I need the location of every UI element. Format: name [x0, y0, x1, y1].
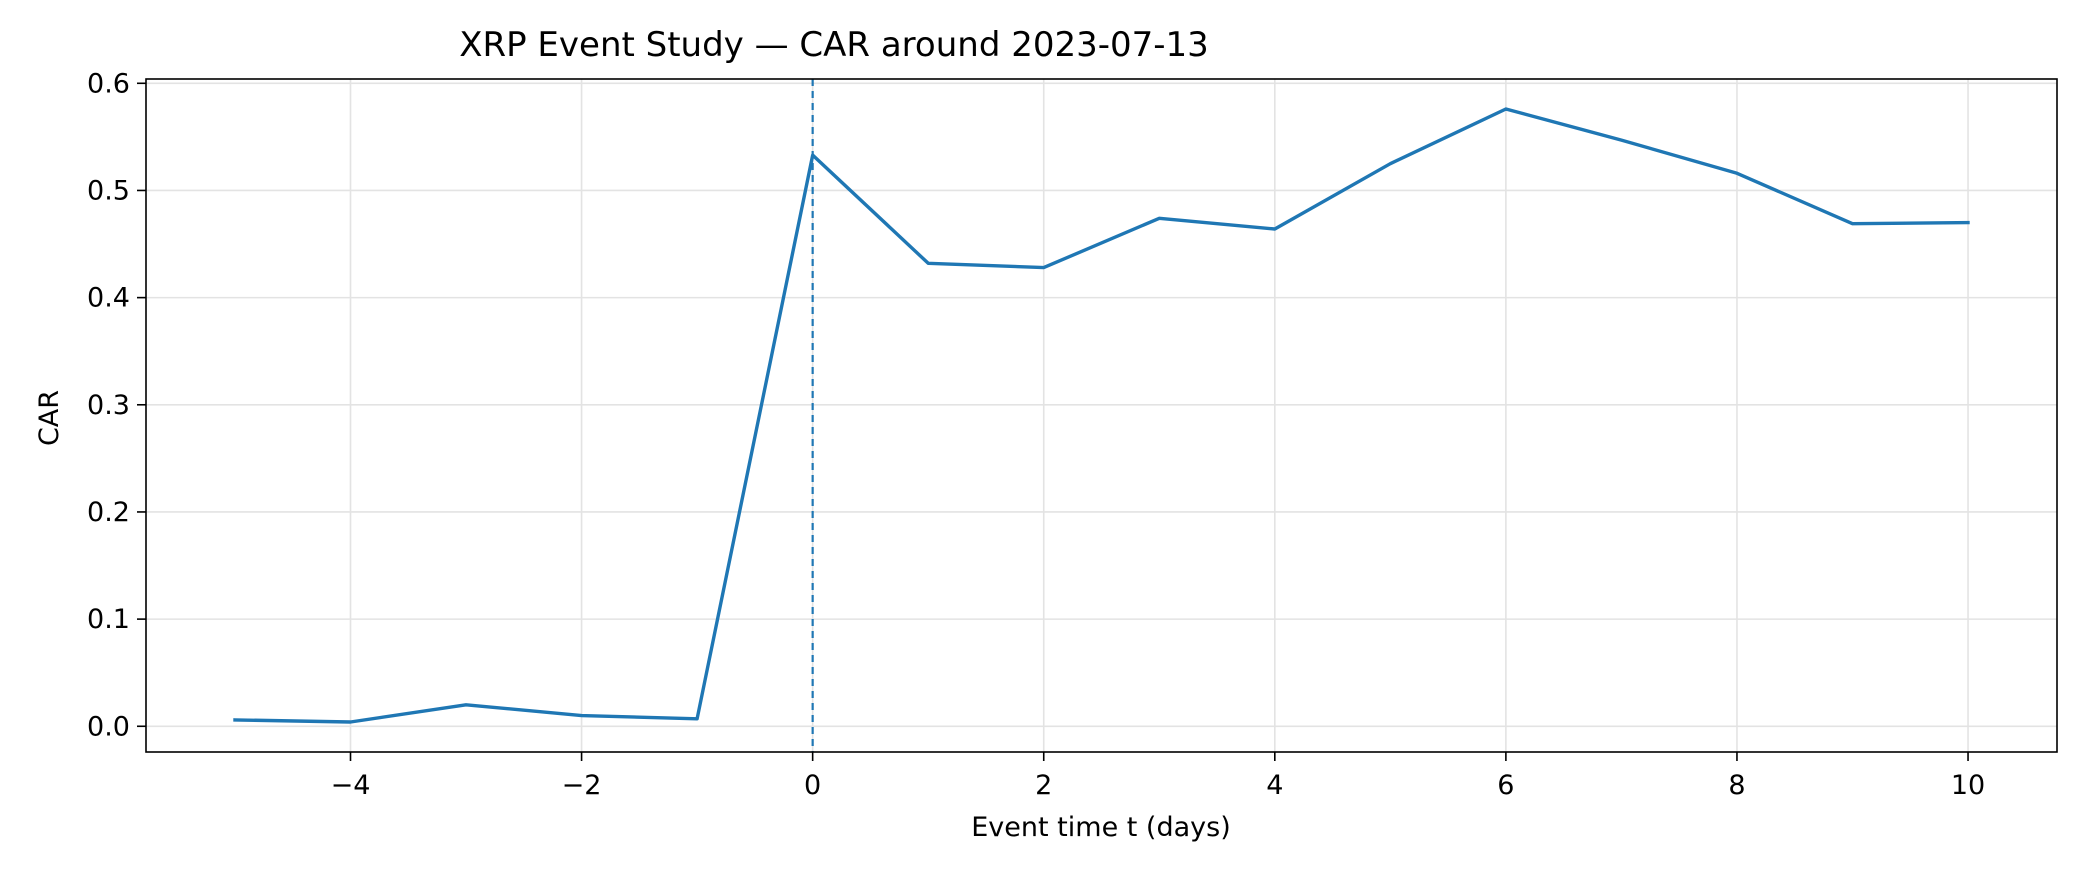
- x-tick-label: −4: [331, 770, 371, 801]
- y-tick-label: 0.6: [87, 68, 130, 99]
- x-tick-label: 10: [1951, 770, 1985, 801]
- y-tick-label: 0.5: [87, 175, 130, 206]
- car-series-line: [233, 107, 1970, 724]
- y-tick-label: 0.3: [87, 390, 130, 421]
- x-axis-label: Event time t (days): [971, 812, 1230, 843]
- chart-title: XRP Event Study — CAR around 2023-07-13: [459, 25, 1209, 65]
- y-tick-label: 0.2: [87, 497, 130, 528]
- x-tick-label: −2: [562, 770, 602, 801]
- x-tick-label: 2: [1035, 770, 1052, 801]
- y-tick-label: 0.1: [87, 604, 130, 635]
- y-tick-label: 0.4: [87, 283, 130, 314]
- grid-lines: [146, 79, 2057, 752]
- x-tick-label: 4: [1266, 770, 1283, 801]
- x-tick-label: 6: [1497, 770, 1514, 801]
- series-layer: [233, 107, 1970, 724]
- y-axis-label: CAR: [34, 390, 65, 446]
- x-tick-label: 0: [804, 770, 821, 801]
- x-tick-label: 8: [1728, 770, 1745, 801]
- axes-frame: [145, 78, 2058, 753]
- axis-ticks: −4 −2 0 2 4 6 8 10 0.0 0.1 0.2 0.3 0.4 0.5 0.6: [87, 68, 1985, 801]
- y-tick-label: 0.0: [87, 711, 130, 742]
